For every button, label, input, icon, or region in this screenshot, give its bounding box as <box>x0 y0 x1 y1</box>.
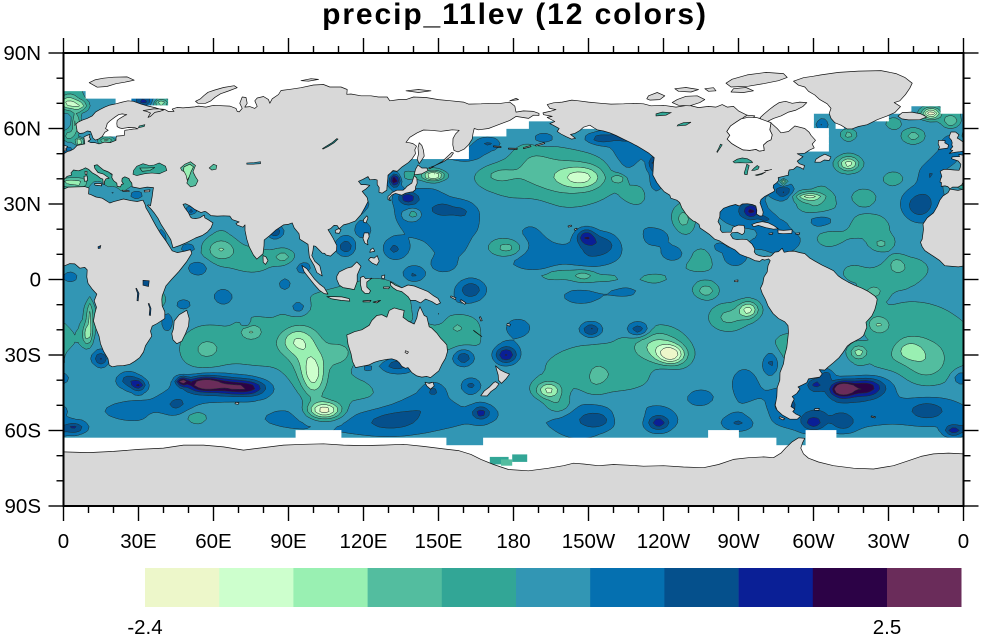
svg-text:30N: 30N <box>3 193 41 216</box>
svg-text:150W: 150W <box>562 530 616 553</box>
svg-text:180: 180 <box>496 530 530 553</box>
svg-text:60S: 60S <box>5 420 41 443</box>
svg-text:2.5: 2.5 <box>873 616 902 635</box>
svg-text:60E: 60E <box>195 530 231 553</box>
svg-text:-2.4: -2.4 <box>127 616 162 635</box>
svg-text:90W: 90W <box>717 530 760 553</box>
svg-text:0: 0 <box>58 530 69 553</box>
svg-text:30S: 30S <box>5 344 41 367</box>
svg-text:90N: 90N <box>3 42 41 65</box>
svg-text:0: 0 <box>30 269 41 292</box>
svg-text:30E: 30E <box>120 530 156 553</box>
svg-text:0: 0 <box>958 530 969 553</box>
svg-text:60W: 60W <box>792 530 835 553</box>
svg-text:150E: 150E <box>415 530 463 553</box>
svg-text:precip_11lev (12 colors): precip_11lev (12 colors) <box>322 0 708 31</box>
svg-text:60N: 60N <box>3 118 41 141</box>
svg-text:90S: 90S <box>5 495 41 518</box>
svg-text:120W: 120W <box>637 530 691 553</box>
svg-text:120E: 120E <box>340 530 388 553</box>
svg-text:30W: 30W <box>867 530 910 553</box>
svg-text:90E: 90E <box>270 530 306 553</box>
